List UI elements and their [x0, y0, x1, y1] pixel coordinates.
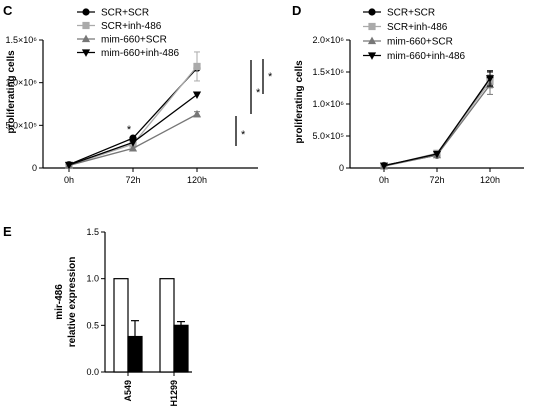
data-point	[432, 150, 442, 159]
significance-star: *	[127, 124, 132, 136]
data-point	[379, 162, 389, 171]
panel-letter-c: C	[3, 3, 13, 18]
significance-star: *	[268, 71, 273, 83]
y-tick-label: 2.0×10⁶	[313, 35, 345, 45]
y-tick-label: 1.0×10⁶	[6, 78, 38, 88]
bar	[173, 324, 189, 373]
legend-marker	[367, 36, 377, 45]
y-tick-label: 0	[339, 163, 344, 173]
legend-label: SCR+SCR	[387, 8, 435, 19]
data-point	[193, 62, 201, 71]
bar	[159, 278, 175, 373]
y-tick-label: 1.5×10⁶	[6, 35, 38, 45]
legend-marker	[82, 21, 90, 30]
panel-letter-e: E	[3, 224, 12, 239]
legend-marker	[368, 8, 376, 16]
y-tick-label: 0	[32, 163, 37, 173]
significance-marks-c: * * * *	[127, 59, 273, 146]
legend-marker	[367, 52, 377, 60]
legend-marker	[82, 8, 90, 16]
bar	[127, 335, 143, 373]
y-axis-title-e-line1: mir-486	[54, 284, 65, 320]
legend-marker	[81, 34, 91, 43]
y-ticks-e: 0.0 0.5 1.0 1.5	[86, 227, 105, 377]
data-point	[128, 139, 138, 147]
y-axis-title-d: proliferating cells	[294, 60, 305, 144]
legend-label: mim-660+inh-486	[101, 48, 180, 59]
legend-label: SCR+inh-486	[101, 21, 162, 32]
data-point	[485, 75, 495, 83]
panel-c: C proliferating cells 0 5.0×10⁵ 1.0×10⁶ 1.5…	[3, 3, 273, 185]
panel-e: E mir-486 relative expression 0.0 0.5 1.0 1…	[3, 224, 192, 407]
y-tick-label: 5.0×10⁵	[5, 120, 37, 130]
x-ticks-e: A549 H1299	[123, 372, 179, 407]
data-point	[64, 161, 74, 170]
data-point	[192, 91, 202, 100]
legend-d: SCR+SCR SCR+inh-486 mim-660+SCR mim-660+inh…	[363, 8, 466, 62]
significance-star: *	[241, 129, 246, 141]
x-tick-label: H1299	[169, 380, 179, 407]
plot-area-d	[379, 70, 495, 171]
legend-marker	[81, 49, 91, 57]
y-axis-title-e-line2: relative expression	[67, 257, 78, 348]
legend-label: mim-660+SCR	[387, 37, 453, 48]
significance-star: *	[256, 87, 261, 99]
panel-letter-d: D	[292, 3, 301, 18]
y-tick-label: 1.5	[86, 227, 99, 237]
plot-area-e	[113, 278, 189, 373]
bar	[113, 278, 129, 373]
y-ticks-d: 0 5.0×10⁵ 1.0×10⁶ 1.5×10⁶ 2.0×10⁶	[312, 35, 350, 173]
data-point	[192, 109, 202, 118]
plot-area-c	[64, 51, 202, 170]
panel-d: D proliferating cells 0 5.0×10⁵ 1.0×10⁶ 1.5…	[292, 3, 524, 185]
y-tick-label: 0.0	[86, 367, 99, 377]
data-point	[128, 143, 138, 152]
x-tick-label: 72h	[125, 175, 140, 185]
y-tick-label: 1.0×10⁶	[313, 99, 345, 109]
x-tick-label: 120h	[480, 175, 500, 185]
x-tick-label: 72h	[429, 175, 444, 185]
x-tick-label: 120h	[187, 175, 207, 185]
y-tick-label: 1.5×10⁶	[313, 67, 345, 77]
x-tick-label: A549	[123, 380, 133, 402]
y-axis-title-c: proliferating cells	[6, 50, 17, 134]
legend-c: SCR+SCR SCR+inh-486 mim-660+SCR mim-660+inh…	[77, 8, 180, 59]
x-tick-label: 0h	[379, 175, 389, 185]
legend-label: mim-660+SCR	[101, 35, 167, 46]
legend-marker	[368, 22, 376, 31]
series-line	[68, 94, 198, 166]
x-ticks-c: 0h 72h 120h	[64, 168, 207, 185]
legend-label: SCR+SCR	[101, 8, 149, 19]
legend-label: mim-660+inh-486	[387, 51, 466, 62]
y-tick-label: 0.5	[86, 320, 99, 330]
x-ticks-d: 0h 72h 120h	[379, 168, 500, 185]
y-ticks-c: 0 5.0×10⁵ 1.0×10⁶ 1.5×10⁶	[5, 35, 43, 173]
y-tick-label: 5.0×10⁵	[312, 131, 344, 141]
y-tick-label: 1.0	[86, 274, 99, 284]
x-tick-label: 0h	[64, 175, 74, 185]
legend-label: SCR+inh-486	[387, 22, 448, 33]
